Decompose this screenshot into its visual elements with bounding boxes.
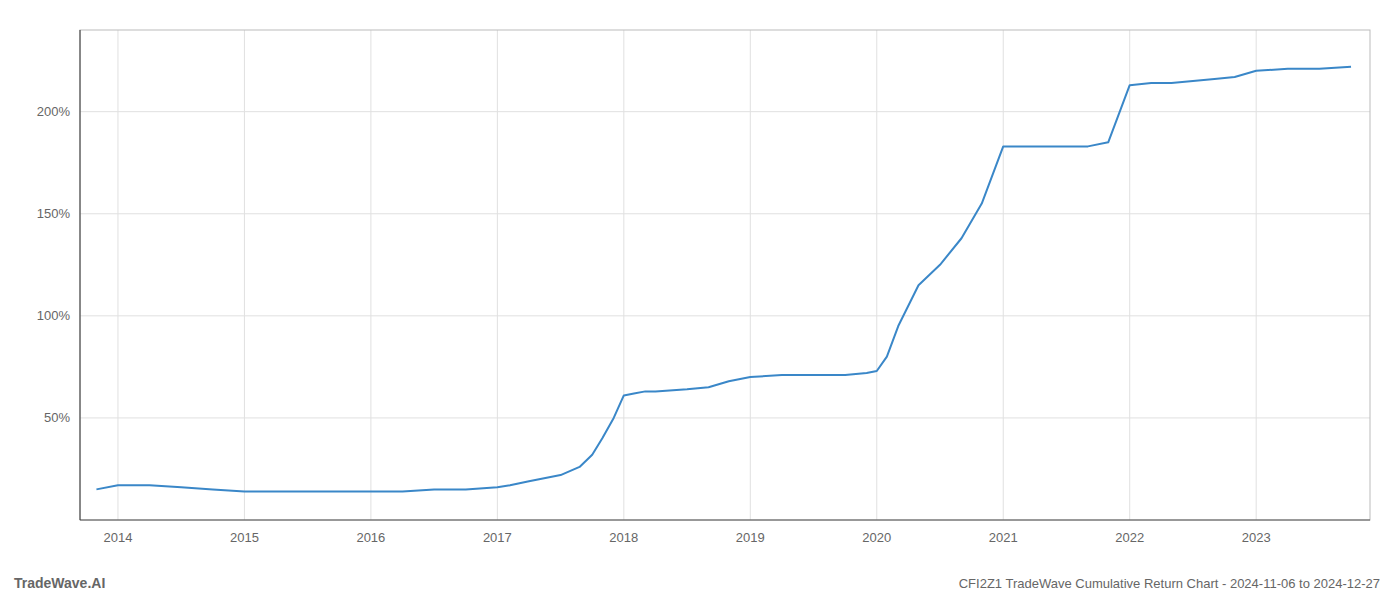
page: {"chart_data": {"type": "line", "title":…	[0, 0, 1400, 600]
x-grid-line	[497, 30, 498, 520]
x-tick-label: 2015	[230, 530, 259, 545]
y-tick-label: 200%	[37, 104, 71, 119]
y-axis-line	[80, 30, 81, 520]
y-grid-line	[80, 213, 1370, 214]
data-line	[96, 67, 1351, 492]
x-tick-label: 2018	[609, 530, 638, 545]
y-tick-label: 50%	[44, 410, 70, 425]
axes: 2014 2015 2016 2017 2018 2019 2020 2021 2022 2023…	[37, 30, 1370, 545]
title: CFI2Z1 TradeWave Cumulative Return Chart…	[959, 576, 1380, 591]
x-tick-label: 2017	[483, 530, 512, 545]
annotation: TradeWave.AI	[14, 575, 105, 591]
x-grid-line	[1256, 30, 1257, 520]
y-grid-line	[80, 315, 1370, 316]
x-grid-line	[623, 30, 624, 520]
grid	[80, 30, 1370, 520]
y-tick-label: 100%	[37, 308, 71, 323]
x-grid-line	[876, 30, 877, 520]
x-tick-label: 2014	[103, 530, 132, 545]
x-grid-line	[1129, 30, 1130, 520]
x-tick-label: 2020	[862, 530, 891, 545]
y-grid-line	[80, 417, 1370, 418]
x-grid-line	[370, 30, 371, 520]
data-layer	[96, 67, 1351, 492]
x-grid-line	[1003, 30, 1004, 520]
x-grid-line	[244, 30, 245, 520]
y-tick-label: 150%	[37, 206, 71, 221]
x-tick-label: 2021	[989, 530, 1018, 545]
x-axis-line	[80, 520, 1370, 521]
x-tick-label: 2019	[736, 530, 765, 545]
x-grid-line	[750, 30, 751, 520]
x-tick-label: 2022	[1115, 530, 1144, 545]
plot-frame	[80, 30, 1370, 520]
chart: 2014 2015 2016 2017 2018 2019 2020 2021 2022 2023…	[0, 0, 1400, 600]
x-grid-line	[117, 30, 118, 520]
y-grid-line	[80, 111, 1370, 112]
x-tick-label: 2023	[1242, 530, 1271, 545]
x-tick-label: 2016	[356, 530, 385, 545]
